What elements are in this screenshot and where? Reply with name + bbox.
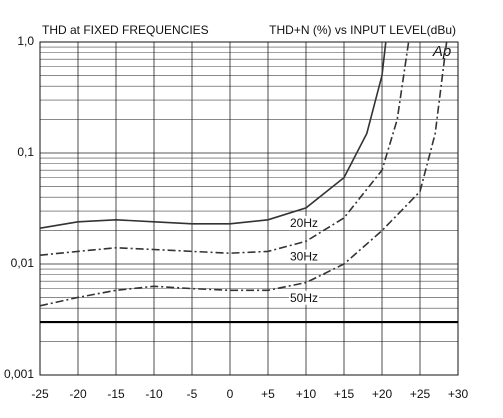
y-tick-label: 1,0 (17, 34, 34, 48)
series-line (39, 41, 410, 256)
label-bg (289, 249, 320, 264)
x-tick-label: -15 (107, 387, 125, 401)
x-tick-label: +20 (372, 387, 393, 401)
x-tick-label: 0 (227, 387, 234, 401)
label-bg (289, 290, 320, 305)
y-tick-label: 0,001 (4, 367, 34, 381)
chart-title: THD at FIXED FREQUENCIES (42, 23, 209, 37)
y-tick-label: 0,1 (17, 145, 34, 159)
x-tick-label: -5 (187, 387, 198, 401)
x-tick-label: +30 (448, 387, 469, 401)
chart-subtitle: THD+N (%) vs INPUT LEVEL(dBu) (269, 23, 456, 37)
logo: Ap (432, 43, 451, 60)
series-label: 50Hz (290, 291, 318, 305)
x-tick-label: +5 (261, 387, 275, 401)
x-tick-label: -10 (145, 387, 163, 401)
x-tick-label: -25 (31, 387, 49, 401)
x-tick-label: +15 (334, 387, 355, 401)
plot-frame (39, 41, 459, 376)
x-tick-label: +25 (410, 387, 431, 401)
y-tick-label: 0,01 (11, 256, 35, 270)
x-tick-label: -20 (69, 387, 87, 401)
label-bg (289, 216, 320, 231)
series-line (39, 41, 387, 229)
x-tick-label: +10 (296, 387, 317, 401)
series-line (39, 41, 448, 307)
series-label: 30Hz (290, 250, 318, 264)
series-label: 20Hz (290, 216, 318, 230)
